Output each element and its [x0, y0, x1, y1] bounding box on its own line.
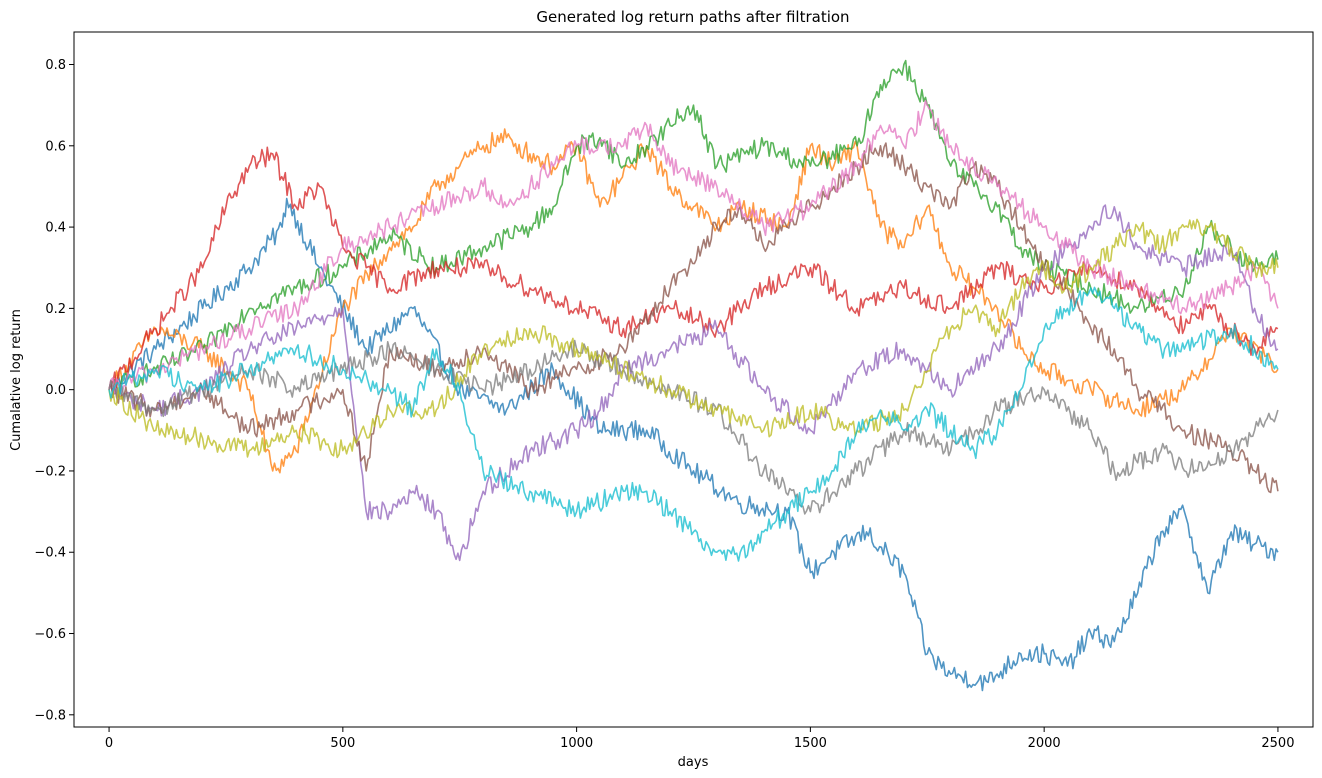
chart-title: Generated log return paths after filtrat…	[536, 8, 849, 26]
series-line-10	[108, 286, 1279, 562]
y-tick-label: −0.4	[34, 546, 66, 561]
x-axis-title: days	[678, 755, 709, 770]
x-tick-label: 1500	[794, 736, 827, 751]
y-axis-title: Cumalative log return	[9, 309, 24, 451]
series-line-8	[108, 339, 1279, 515]
series-line-6	[108, 142, 1279, 494]
x-tick-label: 2500	[1261, 736, 1294, 751]
y-tick-label: −0.2	[34, 464, 66, 479]
y-tick-label: 0.0	[45, 383, 66, 398]
series-line-1	[108, 197, 1279, 692]
x-tick-label: 2000	[1028, 736, 1061, 751]
x-tick-label: 1000	[560, 736, 593, 751]
plot-area	[73, 31, 1314, 728]
y-tick-label: −0.8	[34, 708, 66, 723]
y-tick-label: 0.8	[45, 58, 66, 73]
series-line-2	[108, 128, 1279, 474]
series-line-3	[108, 59, 1279, 395]
x-tick-label: 500	[330, 736, 355, 751]
y-tick-label: 0.4	[45, 221, 66, 236]
series-line-7	[108, 99, 1279, 394]
y-tick-label: −0.6	[34, 627, 66, 642]
x-axis: 0 500 1000 1500 2000 2500	[105, 727, 1294, 751]
y-tick-label: 0.2	[45, 302, 66, 317]
series-line-4	[108, 146, 1279, 390]
y-tick-label: 0.6	[45, 139, 66, 154]
y-axis: −0.8 −0.6 −0.4 −0.2 0.0 0.2 0.4 0.6 0.8	[34, 58, 74, 723]
series-line-5	[108, 204, 1279, 562]
x-tick-label: 0	[105, 736, 113, 751]
plot-frame	[73, 31, 1314, 728]
series-layer	[108, 59, 1279, 692]
series-line-9	[108, 218, 1279, 459]
